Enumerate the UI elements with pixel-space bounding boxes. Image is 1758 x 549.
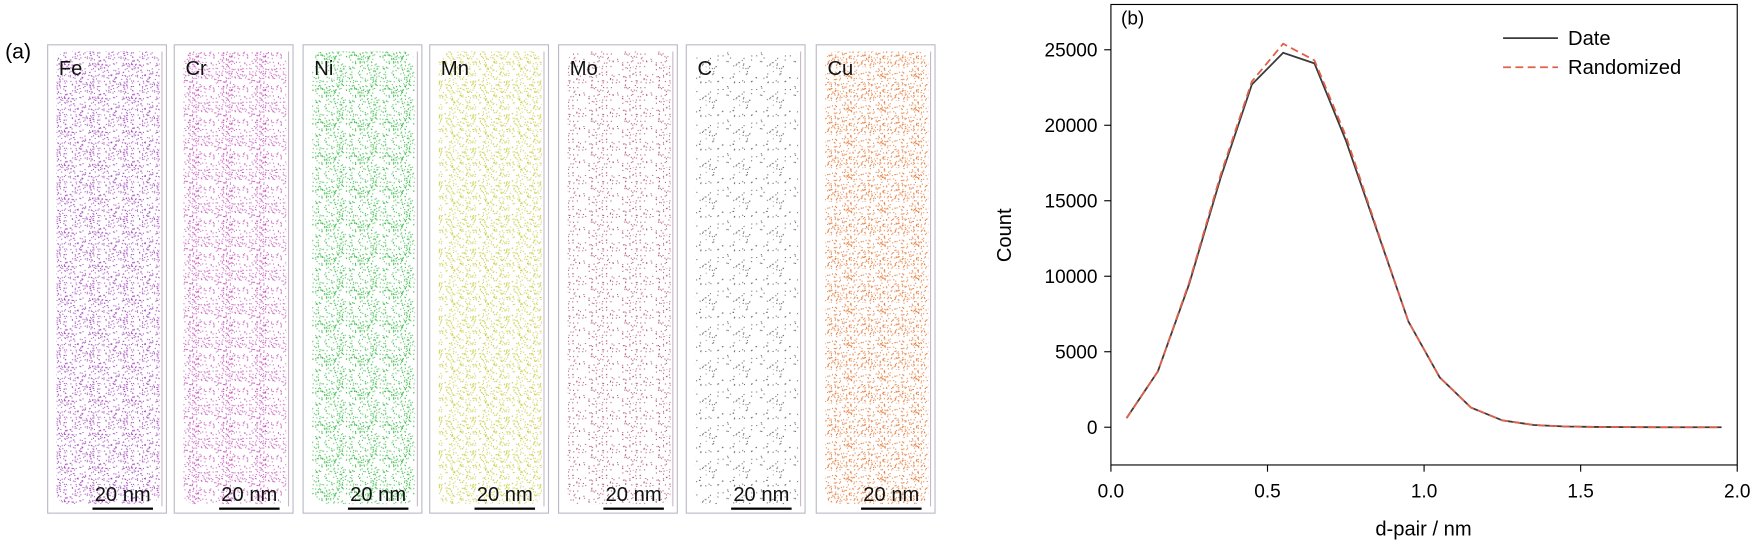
atom-cloud bbox=[567, 51, 671, 505]
scale-bar bbox=[347, 507, 409, 510]
series-line bbox=[1125, 51, 1722, 429]
element-label: Ni bbox=[314, 58, 333, 80]
element-label: Cr bbox=[185, 58, 207, 80]
y-tick-label: 25000 bbox=[1045, 40, 1098, 61]
atom-cloud bbox=[56, 51, 160, 505]
series-line bbox=[1125, 42, 1722, 429]
legend-label: Date bbox=[1568, 28, 1611, 50]
scale-bar bbox=[474, 507, 536, 510]
atom-cloud bbox=[183, 51, 287, 505]
y-tick-label: 15000 bbox=[1045, 191, 1098, 212]
x-tick-label: 1.0 bbox=[1411, 481, 1437, 502]
atom-cloud bbox=[312, 51, 416, 505]
element-label: C bbox=[697, 58, 712, 80]
y-tick-label: 5000 bbox=[1055, 342, 1097, 363]
scale-bar-label: 20 nm bbox=[863, 484, 919, 506]
x-axis-label: d-pair / nm bbox=[1375, 519, 1471, 541]
scale-bar bbox=[219, 507, 280, 510]
scale-bar bbox=[861, 507, 922, 510]
scale-bar-label: 20 nm bbox=[221, 484, 277, 506]
y-axis-label: Count bbox=[994, 208, 1016, 262]
scale-bar-label: 20 nm bbox=[606, 484, 662, 506]
scale-bar-label: 20 nm bbox=[733, 484, 789, 506]
scale-bar-label: 20 nm bbox=[350, 484, 406, 506]
scale-bar-label: 20 nm bbox=[477, 484, 533, 506]
x-tick-label: 2.0 bbox=[1724, 481, 1750, 502]
panel-label: (b) bbox=[1121, 9, 1144, 30]
scale-bar-label: 20 nm bbox=[95, 484, 151, 506]
y-tick-label: 0 bbox=[1087, 418, 1098, 439]
x-tick-label: 0.5 bbox=[1254, 481, 1280, 502]
scale-bar bbox=[731, 507, 792, 510]
atom-maps: Fe 20 nm Cr 20 nm Ni 20 nm Mn 20 nm Mo 20 nm C 20 n… bbox=[47, 44, 936, 514]
scale-bar bbox=[92, 507, 153, 510]
panel-label: (a) bbox=[5, 39, 31, 63]
x-tick-label: 0.0 bbox=[1098, 481, 1124, 502]
atom-cloud bbox=[438, 51, 542, 505]
legend-label: Randomized bbox=[1568, 57, 1681, 79]
element-label: Cu bbox=[827, 58, 853, 80]
x-tick-label: 1.5 bbox=[1567, 481, 1593, 502]
atom-cloud bbox=[695, 51, 799, 505]
atom-cloud bbox=[825, 51, 929, 505]
element-label: Mo bbox=[570, 58, 598, 80]
element-label: Mn bbox=[441, 58, 469, 80]
element-label: Fe bbox=[59, 58, 83, 80]
y-tick-label: 20000 bbox=[1045, 116, 1098, 137]
scale-bar bbox=[603, 507, 664, 510]
y-tick-label: 10000 bbox=[1045, 267, 1098, 288]
